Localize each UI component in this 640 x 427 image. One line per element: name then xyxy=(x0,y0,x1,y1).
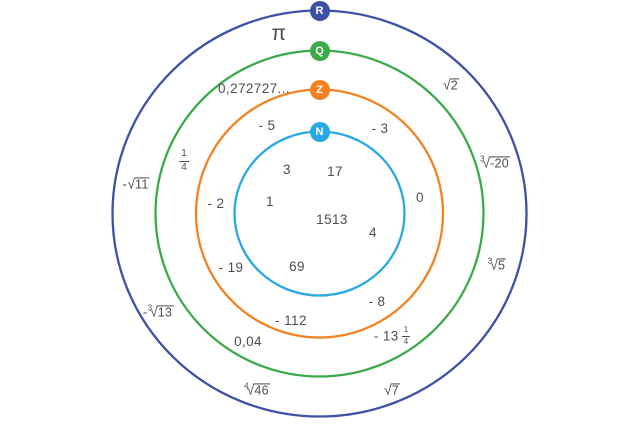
mixed-number-label: - 13 1 4 xyxy=(373,325,411,347)
number-label: 0,272727... xyxy=(218,80,290,96)
number-label: 69 xyxy=(289,258,305,274)
radicand: 5 xyxy=(496,257,507,273)
badge-integers: Z xyxy=(309,79,330,100)
number-label: - 3 xyxy=(371,120,389,136)
number-label: - 112 xyxy=(275,312,307,328)
number-label: - 19 xyxy=(218,259,244,275)
number-label: 3 xyxy=(283,161,291,177)
radical-sign-icon: √ xyxy=(443,76,451,93)
radicand: -20 xyxy=(489,155,511,171)
radical-sign-icon: √ xyxy=(490,256,498,273)
radical-sign-icon: √ xyxy=(384,381,392,398)
number-label: 0 xyxy=(416,189,424,205)
radical-label: 4√46 xyxy=(244,382,270,397)
minus-sign: - xyxy=(142,304,148,320)
numerator: 1 xyxy=(181,148,187,159)
root-index: 4 xyxy=(244,381,249,391)
badge-rational-numbers: Q xyxy=(309,40,330,61)
radical-label: √2 xyxy=(443,77,459,92)
radical-label: -√11 xyxy=(122,175,150,192)
radical-sign-icon: √ xyxy=(127,175,136,192)
root-index: 3 xyxy=(487,256,493,266)
radical-label: 3√-20 xyxy=(479,154,511,171)
radicand: 11 xyxy=(134,176,150,192)
number-label: 17 xyxy=(327,163,343,179)
root-index: 3 xyxy=(479,154,485,164)
badge-natural-numbers: N xyxy=(309,121,330,142)
number-label: 0,04 xyxy=(234,333,262,349)
radicand: 13 xyxy=(156,304,174,320)
number-label: - 8 xyxy=(368,293,386,309)
numerator: 1 xyxy=(403,325,409,334)
denominator: 4 xyxy=(179,160,189,173)
badge-real-numbers: R xyxy=(309,0,330,21)
denominator: 4 xyxy=(401,335,411,346)
number-label: - 2 xyxy=(207,195,225,211)
radicand: 2 xyxy=(449,77,459,93)
number-label: 1513 xyxy=(316,211,348,227)
number-label: 1 xyxy=(266,193,274,209)
number-label: - 5 xyxy=(258,117,276,133)
radical-sign-icon: √ xyxy=(482,154,491,171)
radical-label: -3√13 xyxy=(143,304,174,319)
radicand: 7 xyxy=(390,382,400,398)
radical-sign-icon: √ xyxy=(246,381,255,398)
radicand: 46 xyxy=(253,382,270,398)
radical-label: 3√5 xyxy=(487,256,507,273)
radical-label: √7 xyxy=(384,382,400,397)
root-index: 3 xyxy=(147,303,153,313)
number-label: 4 xyxy=(369,224,377,240)
pi-label: π xyxy=(271,21,287,45)
radical-sign-icon: √ xyxy=(150,303,158,320)
whole-part: - 13 xyxy=(373,328,399,344)
minus-sign: - xyxy=(122,176,128,192)
